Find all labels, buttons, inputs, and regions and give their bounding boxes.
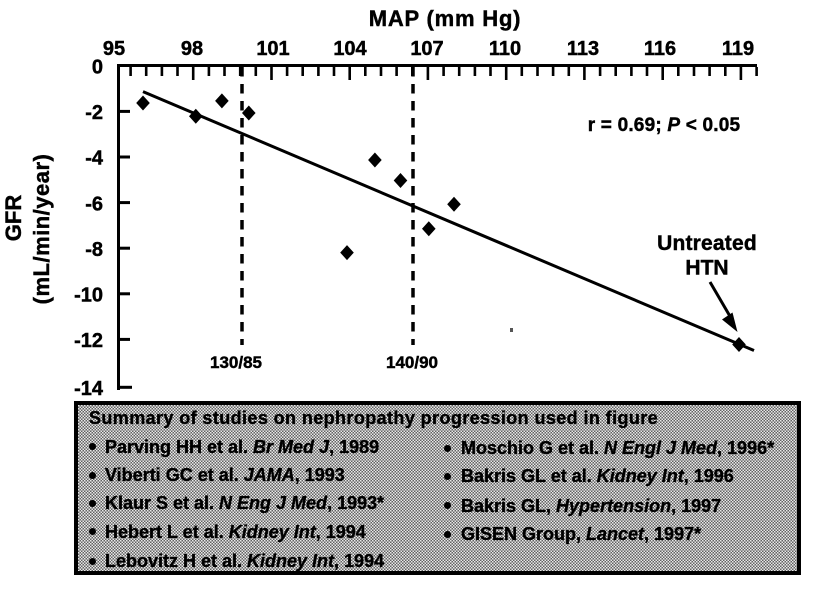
svg-text:119: 119: [722, 38, 754, 60]
svg-text:113: 113: [567, 38, 599, 60]
svg-text:r = 0.69; P < 0.05: r = 0.69; P < 0.05: [588, 115, 741, 136]
svg-text:GFR: GFR: [1, 195, 26, 242]
svg-text:110: 110: [489, 38, 521, 60]
svg-text:Untreated: Untreated: [657, 232, 757, 255]
svg-text:101: 101: [256, 38, 289, 60]
svg-text:107: 107: [410, 38, 443, 60]
svg-text:-8: -8: [85, 239, 103, 261]
svg-text:(mL/min/year): (mL/min/year): [29, 154, 54, 305]
svg-text:104: 104: [333, 38, 367, 60]
svg-text:95: 95: [103, 38, 125, 60]
svg-text:MAP (mm Hg): MAP (mm Hg): [369, 6, 522, 31]
svg-text:98: 98: [181, 38, 203, 60]
svg-text:-2: -2: [85, 102, 103, 124]
svg-text:HTN: HTN: [685, 257, 728, 280]
svg-text:-4: -4: [85, 148, 104, 170]
svg-text:116: 116: [644, 38, 676, 60]
svg-text:140/90: 140/90: [386, 353, 438, 372]
svg-text:0: 0: [92, 57, 103, 79]
svg-text:-6: -6: [85, 193, 103, 215]
svg-text:130/85: 130/85: [210, 353, 262, 372]
svg-text:-14: -14: [74, 378, 104, 400]
svg-text:-12: -12: [74, 330, 103, 352]
svg-text:-10: -10: [74, 285, 103, 307]
